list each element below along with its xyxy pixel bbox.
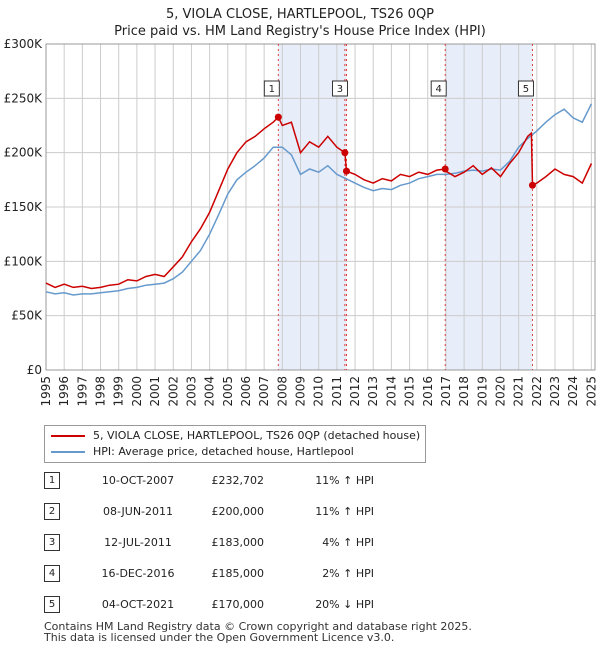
- sale-price: £200,000: [211, 505, 265, 518]
- sale-number: 2: [44, 503, 60, 520]
- legend-swatch-property: [51, 435, 85, 437]
- sale-marker-box-3: [331, 80, 348, 97]
- x-tick-label-1997: 1997: [75, 376, 89, 407]
- x-tick-label-2014: 2014: [384, 376, 398, 407]
- x-tick-label-2002: 2002: [166, 376, 180, 407]
- y-tick-label-250000: £250K: [4, 91, 44, 105]
- sale-row: 4 16-DEC-2016 £185,000 2% ↑ HPI: [44, 565, 584, 583]
- x-tick-label-2011: 2011: [330, 376, 344, 407]
- sale-price: £170,000: [211, 598, 265, 611]
- x-tick-label-2004: 2004: [203, 376, 217, 407]
- sale-hpi-change: 20% ↓ HPI: [315, 598, 374, 611]
- x-tick-label-1999: 1999: [112, 376, 126, 407]
- x-tick-label-2006: 2006: [239, 376, 253, 407]
- sale-date: 16-DEC-2016: [101, 567, 175, 580]
- y-tick-label-0: £0: [27, 363, 42, 377]
- y-tick-label-150000: £150K: [4, 200, 44, 214]
- y-tick-label-100000: £100K: [4, 254, 44, 268]
- sale-date: 10-OCT-2007: [101, 474, 175, 487]
- sale-point-2: [341, 149, 349, 157]
- sale-marker-label-4: 4: [436, 84, 442, 95]
- sale-number: 1: [44, 472, 60, 489]
- y-tick-label-300000: £300K: [4, 37, 44, 51]
- chart-title-block: 5, VIOLA CLOSE, HARTLEPOOL, TS26 0QP Pri…: [0, 6, 600, 40]
- sale-price: £183,000: [211, 536, 265, 549]
- x-tick-label-1995: 1995: [39, 376, 53, 407]
- x-tick-label-2025: 2025: [584, 376, 598, 407]
- sale-row: 2 08-JUN-2011 £200,000 11% ↑ HPI: [44, 503, 584, 521]
- footer-line-2: This data is licensed under the Open Gov…: [44, 631, 395, 644]
- x-tick-label-2005: 2005: [221, 376, 235, 407]
- x-tick-label-2023: 2023: [548, 376, 562, 407]
- x-tick-label-2016: 2016: [421, 376, 435, 407]
- x-tick-label-2020: 2020: [493, 376, 507, 407]
- sale-number: 5: [44, 596, 60, 613]
- sale-hpi-change: 4% ↑ HPI: [322, 536, 374, 549]
- sale-point-4: [441, 165, 449, 173]
- legend-item-hpi: HPI: Average price, detached house, Hart…: [51, 445, 354, 459]
- x-tick-label-2000: 2000: [130, 376, 144, 407]
- legend-swatch-hpi: [51, 451, 85, 453]
- sale-number: 4: [44, 565, 60, 582]
- sale-hpi-change: 11% ↑ HPI: [315, 505, 374, 518]
- y-tick-label-50000: £50K: [11, 309, 43, 323]
- x-tick-label-2021: 2021: [512, 376, 526, 407]
- series-line-hpi: [45, 103, 593, 296]
- series-line-property: [45, 115, 593, 290]
- sale-marker-label-3: 3: [337, 84, 343, 95]
- sale-hpi-change: 2% ↑ HPI: [322, 567, 374, 580]
- sale-row: 5 04-OCT-2021 £170,000 20% ↓ HPI: [44, 596, 584, 614]
- sale-price: £185,000: [211, 567, 265, 580]
- footer-line-1: Contains HM Land Registry data © Crown c…: [44, 620, 472, 633]
- sale-number: 3: [44, 534, 60, 551]
- sale-hpi-change: 11% ↑ HPI: [315, 474, 374, 487]
- sale-marker-label-5: 5: [523, 84, 529, 95]
- sale-point-1: [274, 113, 282, 121]
- sale-date: 12-JUL-2011: [104, 536, 172, 549]
- sale-date: 08-JUN-2011: [102, 505, 174, 518]
- x-tick-label-1996: 1996: [57, 376, 71, 407]
- sale-marker-box-5: [517, 80, 534, 97]
- x-tick-label-2024: 2024: [566, 376, 580, 407]
- y-tick-label-200000: £200K: [4, 146, 44, 160]
- x-tick-label-2001: 2001: [148, 376, 162, 407]
- plot-frame: [45, 43, 596, 371]
- sale-point-5: [528, 181, 536, 189]
- sale-marker-box-4: [430, 80, 447, 97]
- x-tick-label-2015: 2015: [403, 376, 417, 407]
- x-tick-label-2003: 2003: [184, 376, 198, 407]
- sale-row: 1 10-OCT-2007 £232,702 11% ↑ HPI: [44, 472, 584, 490]
- sale-date: 04-OCT-2021: [101, 598, 175, 611]
- sale-point-3: [342, 167, 350, 175]
- legend-label-hpi: HPI: Average price, detached house, Hart…: [93, 445, 354, 458]
- legend-label-property: 5, VIOLA CLOSE, HARTLEPOOL, TS26 0QP (de…: [93, 429, 421, 442]
- sale-marker-box-1: [263, 80, 280, 97]
- x-tick-label-2012: 2012: [348, 376, 362, 407]
- legend: 5, VIOLA CLOSE, HARTLEPOOL, TS26 0QP (de…: [44, 425, 426, 463]
- sale-marker-label-1: 1: [269, 84, 275, 95]
- x-tick-label-2008: 2008: [275, 376, 289, 407]
- x-tick-label-2007: 2007: [257, 376, 271, 407]
- x-tick-label-2018: 2018: [457, 376, 471, 407]
- price-chart: 1995 1996 1997 1998 1999 2000 2001 2002 2003 2004…: [4, 37, 599, 407]
- x-tick-label-2010: 2010: [312, 376, 326, 407]
- x-tick-label-1998: 1998: [94, 376, 108, 407]
- sale-price: £232,702: [211, 474, 265, 487]
- x-tick-label-2009: 2009: [294, 376, 308, 407]
- x-tick-label-2017: 2017: [439, 376, 453, 407]
- chart-subtitle: Price paid vs. HM Land Registry's House …: [114, 24, 486, 39]
- chart-title: 5, VIOLA CLOSE, HARTLEPOOL, TS26 0QP: [165, 7, 435, 22]
- x-tick-label-2022: 2022: [530, 376, 544, 407]
- legend-item-property: 5, VIOLA CLOSE, HARTLEPOOL, TS26 0QP (de…: [51, 429, 420, 443]
- x-tick-label-2013: 2013: [366, 376, 380, 407]
- footer: Contains HM Land Registry data © Crown c…: [44, 621, 472, 643]
- x-tick-label-2019: 2019: [475, 376, 489, 407]
- sale-row: 3 12-JUL-2011 £183,000 4% ↑ HPI: [44, 534, 584, 552]
